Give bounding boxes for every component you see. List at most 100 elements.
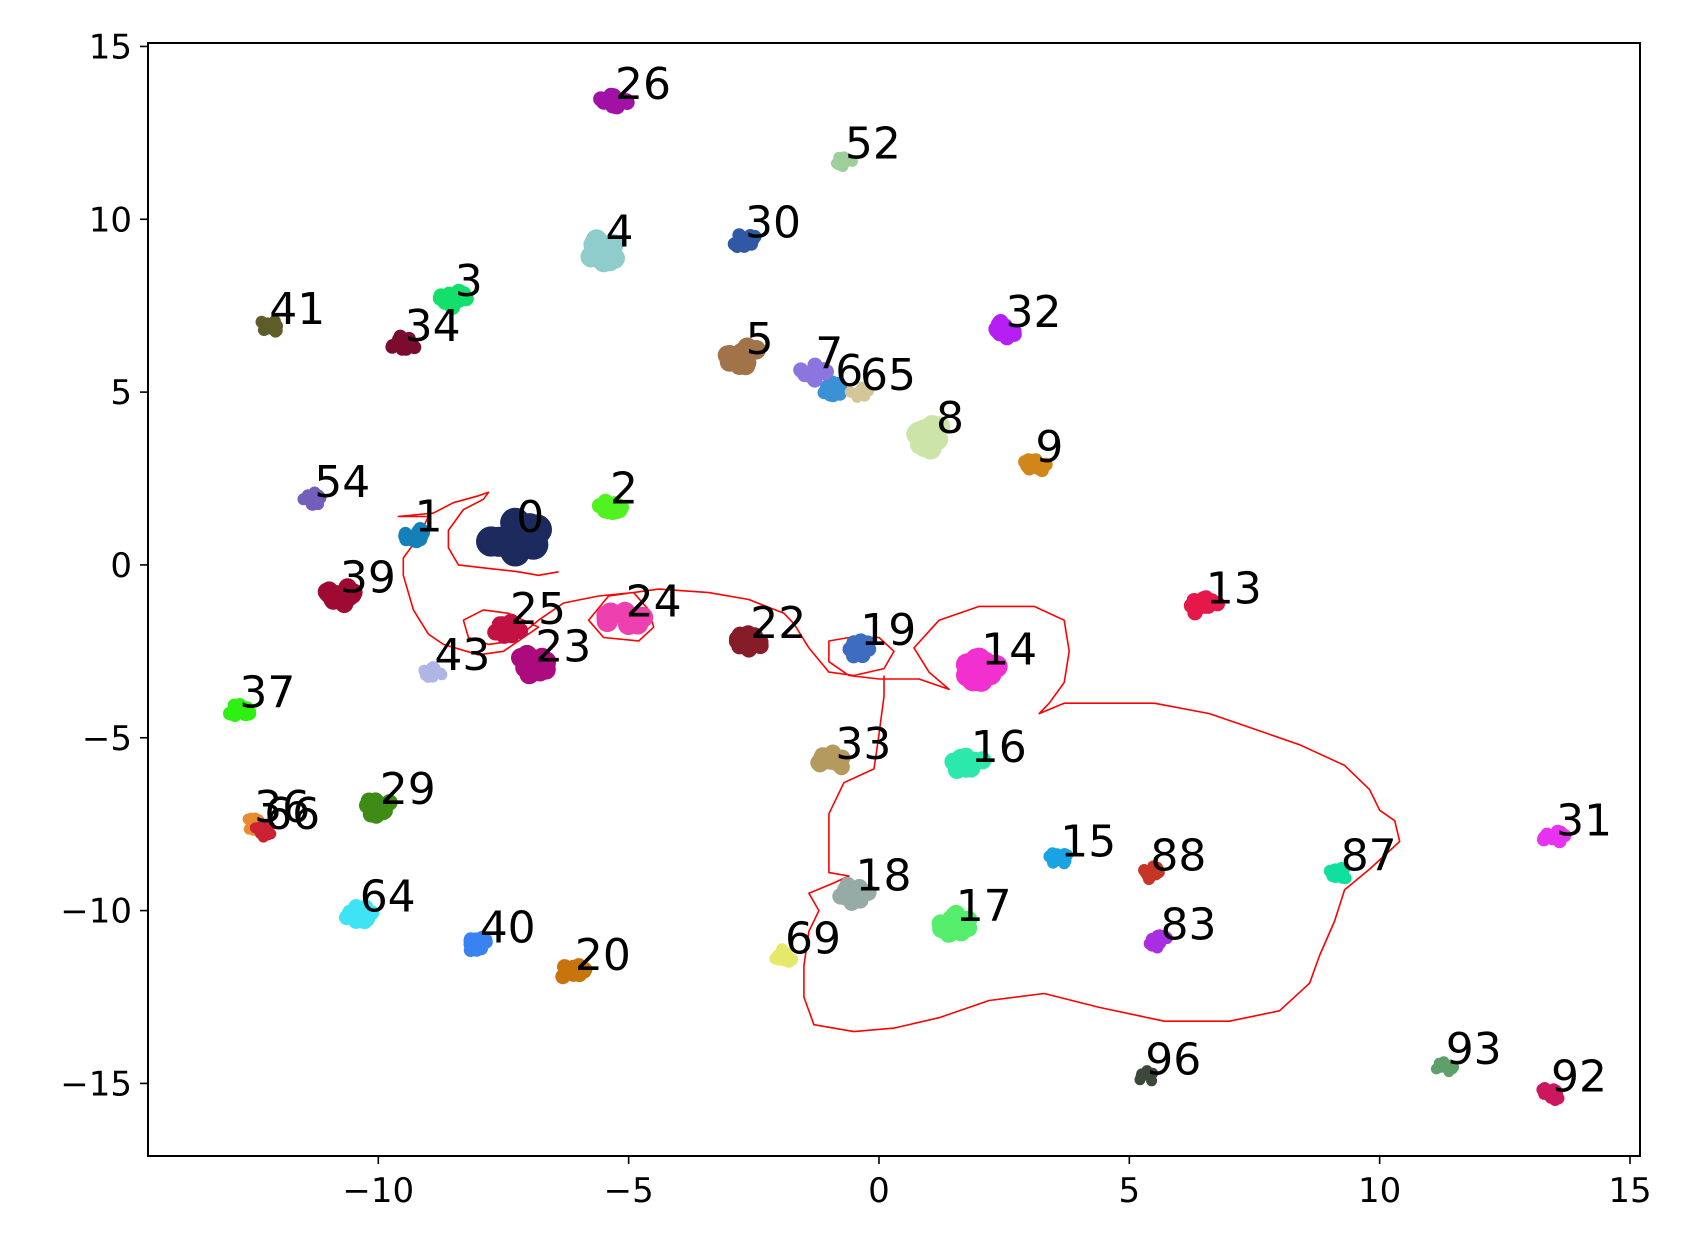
cluster-label-36: 36 <box>254 782 310 833</box>
cluster-label-93: 93 <box>1446 1024 1502 1075</box>
cluster-41 <box>255 315 283 338</box>
x-tick-label: 15 <box>1608 1171 1651 1211</box>
cluster-point <box>319 584 338 603</box>
cluster-13 <box>1183 590 1226 621</box>
cluster-point <box>915 431 937 453</box>
y-axis-ticks: 15 10 5 0 −5 −10 −15 <box>60 27 148 1104</box>
cluster-15 <box>1043 847 1073 870</box>
cluster-92 <box>1536 1082 1565 1106</box>
cluster-label-30: 30 <box>745 198 801 249</box>
cluster-point <box>1553 827 1567 841</box>
cluster-point <box>807 357 823 373</box>
cluster-point <box>818 364 835 380</box>
cluster-point <box>443 294 459 310</box>
plot-frame <box>147 42 1641 1157</box>
cluster-point <box>1439 1061 1451 1073</box>
cluster-point <box>1549 1092 1562 1105</box>
cluster-point <box>339 588 359 607</box>
cluster-label-40: 40 <box>480 903 536 954</box>
x-tick-label: 10 <box>1358 1171 1401 1211</box>
cluster-4 <box>580 229 626 273</box>
cluster-30 <box>727 228 762 253</box>
cluster-point <box>1160 931 1173 945</box>
cluster-label-23: 23 <box>535 622 591 673</box>
cluster-point <box>350 911 366 928</box>
y-tick-label: 10 <box>89 200 132 240</box>
cluster-point <box>407 340 422 355</box>
cluster-label-64: 64 <box>360 871 416 922</box>
cluster-label-3: 3 <box>455 256 483 307</box>
cluster-label-5: 5 <box>746 314 774 365</box>
cluster-33 <box>810 744 851 776</box>
cluster-32 <box>988 314 1022 346</box>
cluster-96 <box>1134 1065 1159 1087</box>
cluster-label-9: 9 <box>1035 422 1063 473</box>
cluster-point <box>399 532 413 547</box>
cluster-point <box>474 941 489 956</box>
cluster-point <box>717 345 738 366</box>
cluster-29 <box>359 792 398 824</box>
cluster-93 <box>1430 1056 1460 1078</box>
cluster-1 <box>398 522 431 549</box>
cluster-point <box>737 337 757 358</box>
trajectory-layer <box>397 491 1401 1033</box>
cluster-88 <box>1138 860 1165 886</box>
cluster-point <box>613 499 630 515</box>
cluster-point <box>1047 856 1060 869</box>
cluster-label-32: 32 <box>1006 287 1062 338</box>
cluster-point <box>262 318 275 331</box>
cluster-point <box>846 155 858 167</box>
cluster-point <box>1149 865 1162 878</box>
cluster-label-96: 96 <box>1145 1035 1201 1086</box>
cluster-label-4: 4 <box>606 207 634 258</box>
cluster-point <box>1539 830 1554 845</box>
cluster-point <box>314 491 327 505</box>
cluster-point <box>829 755 846 772</box>
cluster-37 <box>223 698 257 722</box>
cluster-label-25: 25 <box>510 584 566 635</box>
y-tick-label: 15 <box>89 27 132 67</box>
cluster-point <box>948 757 967 777</box>
cluster-label-83: 83 <box>1161 900 1217 951</box>
cluster-label-15: 15 <box>1060 817 1116 868</box>
cluster-24 <box>596 601 654 636</box>
cluster-18 <box>832 876 877 911</box>
cluster-label-layer: 0123456789131415161718192022232425262930… <box>239 59 1612 1103</box>
cluster-26 <box>593 87 635 115</box>
cluster-label-65: 65 <box>860 350 916 401</box>
cluster-label-87: 87 <box>1341 830 1397 881</box>
cluster-point <box>810 754 827 771</box>
cluster-label-41: 41 <box>269 284 325 335</box>
cluster-label-34: 34 <box>405 301 461 352</box>
trajectory-line <box>397 491 1401 1033</box>
cluster-54 <box>297 486 327 511</box>
cluster-point <box>476 526 507 557</box>
cluster-label-7: 7 <box>815 329 843 380</box>
cluster-label-8: 8 <box>936 393 964 444</box>
cluster-point <box>1200 594 1216 610</box>
y-tick-label: −15 <box>60 1064 132 1104</box>
cluster-point <box>833 387 847 401</box>
cluster-7 <box>793 357 835 388</box>
cluster-25 <box>487 613 529 644</box>
cluster-point <box>1151 929 1164 943</box>
cluster-point <box>597 493 614 509</box>
cluster-point <box>737 239 751 253</box>
cluster-point <box>565 959 582 975</box>
cluster-point <box>530 661 550 682</box>
cluster-9 <box>1018 453 1053 478</box>
cluster-point <box>836 152 848 163</box>
cluster-17 <box>931 904 978 943</box>
cluster-label-39: 39 <box>340 553 396 604</box>
cluster-point <box>856 384 868 396</box>
cluster-point <box>846 648 862 664</box>
cluster-label-37: 37 <box>239 668 295 719</box>
cluster-label-26: 26 <box>615 59 671 110</box>
cluster-label-33: 33 <box>835 719 891 770</box>
cluster-point <box>1329 870 1342 884</box>
cluster-43 <box>418 661 448 683</box>
cluster-point <box>843 881 861 899</box>
cluster-16 <box>944 747 992 780</box>
cluster-20 <box>555 958 593 985</box>
cluster-point <box>969 669 993 692</box>
